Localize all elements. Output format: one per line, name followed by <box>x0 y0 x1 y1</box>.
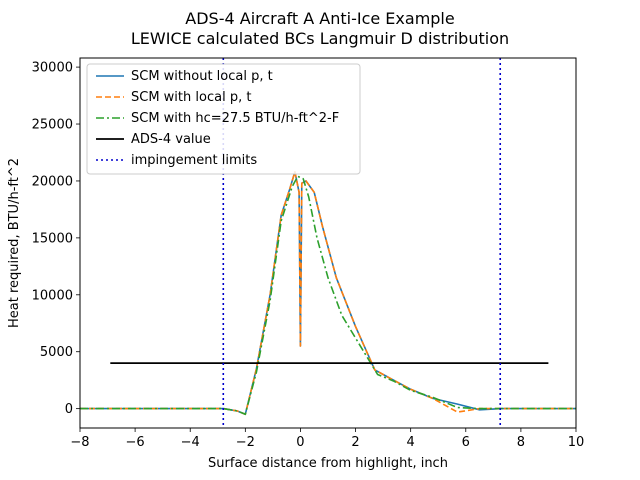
plot-frame <box>79 57 577 429</box>
y-tick-label: 0 <box>65 402 73 417</box>
legend-label-ads4: ADS-4 value <box>131 132 211 147</box>
y-tick-label: 5000 <box>40 345 73 360</box>
legend-label-scm-local: SCM with local p, t <box>131 90 251 105</box>
x-tick-label: −4 <box>181 435 200 450</box>
legend-label-impingement: impingement limits <box>131 153 257 168</box>
series-line-2 <box>80 175 576 416</box>
plot-lines <box>80 58 576 428</box>
x-axis-label: Surface distance from highlight, inch <box>208 456 448 471</box>
legend-label-scm-no-local: SCM without local p, t <box>131 69 273 84</box>
x-tick-label: 10 <box>568 435 585 450</box>
chart-title: ADS-4 Aircraft A Anti-Ice Example <box>185 9 454 28</box>
x-tick-label: −8 <box>70 435 89 450</box>
y-tick-label: 30000 <box>32 61 73 76</box>
series-line-1 <box>80 171 576 416</box>
legend: SCM without local p, t SCM with local p,… <box>86 63 361 175</box>
x-tick-label: 6 <box>462 435 470 450</box>
legend-label-scm-hc: SCM with hc=27.5 BTU/h-ft^2-F <box>131 111 339 126</box>
y-axis-label: Heat required, BTU/h-ft^2 <box>7 158 22 328</box>
x-tick-label: 4 <box>407 435 415 450</box>
legend-box <box>86 63 361 175</box>
y-axis-ticks: 0 5000 10000 15000 20000 25000 30000 <box>32 61 80 417</box>
chart-subtitle: LEWICE calculated BCs Langmuir D distrib… <box>131 29 509 48</box>
x-axis-ticks: −8 −6 −4 −2 0 2 4 6 8 10 <box>70 428 584 450</box>
x-tick-label: −2 <box>236 435 255 450</box>
x-tick-label: 8 <box>517 435 525 450</box>
x-tick-label: 2 <box>351 435 359 450</box>
y-tick-label: 20000 <box>32 174 73 189</box>
x-tick-label: −6 <box>126 435 145 450</box>
y-tick-label: 15000 <box>32 231 73 246</box>
y-tick-label: 25000 <box>32 118 73 133</box>
series-line-0 <box>80 171 576 416</box>
x-tick-label: 0 <box>296 435 304 450</box>
y-tick-label: 10000 <box>32 288 73 303</box>
